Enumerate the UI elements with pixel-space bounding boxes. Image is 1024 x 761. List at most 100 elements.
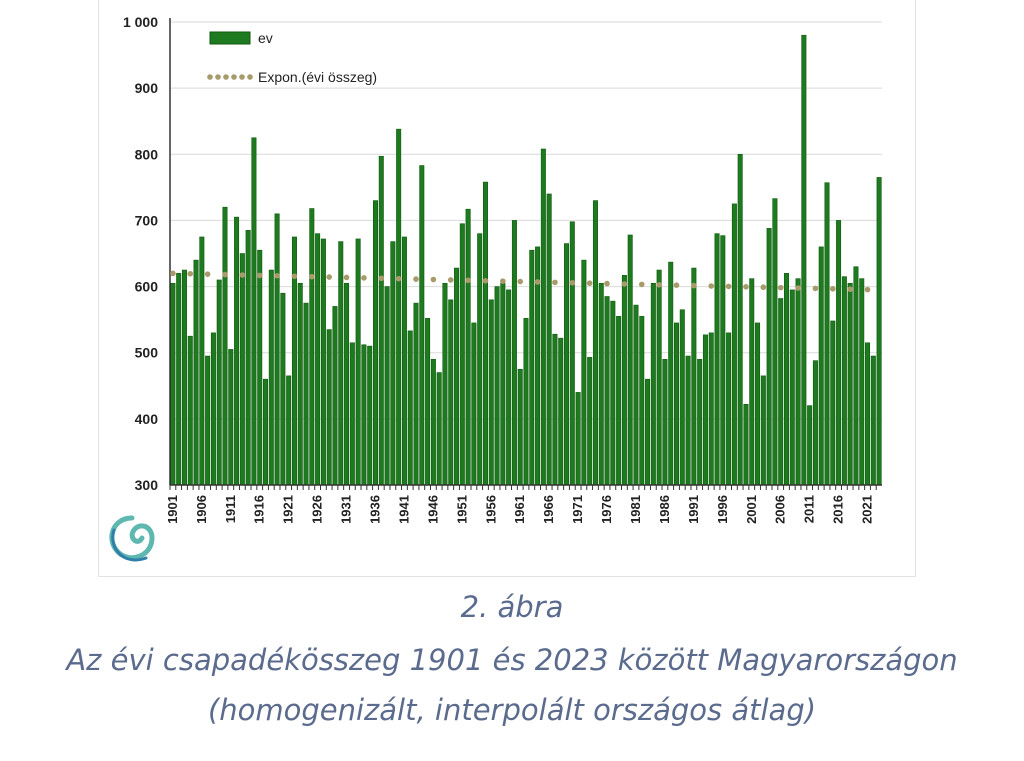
bar-2011 — [807, 405, 813, 486]
trend-dot — [673, 282, 680, 289]
x-tick-label: 1901 — [165, 495, 180, 524]
x-tick-label: 1916 — [252, 495, 267, 524]
x-tick-label: 2011 — [802, 495, 817, 523]
bar-1955 — [482, 181, 488, 486]
bar-1991 — [691, 267, 697, 486]
trend-dot — [413, 276, 419, 282]
bar-1968 — [558, 337, 564, 486]
trend-dot — [239, 272, 246, 278]
trend-dot — [500, 278, 506, 284]
bar-1923 — [297, 282, 303, 486]
bar-2000 — [743, 404, 749, 486]
trend-dot — [691, 282, 697, 289]
bar-1987 — [668, 261, 674, 486]
bar-1945 — [425, 318, 431, 486]
bar-2002 — [755, 322, 761, 486]
bar-1909 — [216, 279, 222, 486]
bar-2001 — [749, 278, 755, 486]
bar-1958 — [500, 282, 506, 486]
bar-1917 — [263, 378, 269, 486]
y-tick-label: 600 — [135, 279, 159, 295]
bar-1962 — [523, 318, 529, 486]
trend-dot — [847, 286, 853, 293]
x-tick-label: 1971 — [570, 495, 585, 524]
trend-dot — [378, 275, 385, 282]
x-tick-label: 1956 — [483, 495, 498, 524]
bar-1935 — [367, 345, 373, 486]
bar-1993 — [702, 334, 708, 486]
bar-1974 — [592, 200, 598, 486]
x-tick-label: 2006 — [773, 495, 788, 524]
bar-1928 — [326, 329, 332, 486]
bar-1940 — [396, 128, 402, 486]
figure-subcaption: (homogenizált, interpolált országos átla… — [207, 693, 817, 727]
trend-dot — [482, 277, 489, 284]
bar-1983 — [645, 378, 651, 486]
bar-2017 — [841, 276, 847, 486]
trend-dot — [170, 270, 176, 277]
y-tick-label: 300 — [135, 477, 159, 493]
bar-2003 — [760, 375, 766, 486]
trend-dot — [569, 279, 576, 286]
y-tick-label: 900 — [135, 80, 159, 96]
bar-1937 — [378, 155, 384, 486]
trend-dot — [621, 281, 628, 287]
bar-1908 — [210, 332, 216, 486]
bar-1978 — [616, 316, 622, 486]
trend-dot — [864, 286, 871, 293]
bar-1930 — [338, 241, 344, 486]
trend-dot — [395, 275, 402, 282]
bar-1946 — [430, 359, 436, 486]
bar-1936 — [372, 200, 378, 486]
bar-1952 — [465, 208, 471, 486]
trend-dot — [465, 277, 471, 284]
bar-2005 — [772, 198, 778, 486]
bar-1949 — [448, 299, 454, 486]
bar-1957 — [494, 286, 500, 486]
x-tick-label: 2016 — [831, 495, 846, 524]
trend-dot — [777, 284, 784, 291]
bar-1948 — [442, 282, 448, 486]
y-tick-label: 400 — [135, 411, 159, 427]
bar-1913 — [239, 253, 245, 486]
bar-1995 — [714, 233, 720, 486]
legend-label-trend: Expon.(évi összeg) — [258, 69, 377, 85]
bar-1921 — [286, 375, 292, 486]
legend-swatch-trend-dot — [231, 74, 237, 80]
bar-1944 — [419, 165, 425, 486]
bar-1943 — [413, 302, 419, 486]
trend-dot — [326, 274, 332, 280]
bar-1938 — [384, 286, 390, 486]
y-tick-label: 500 — [135, 345, 159, 361]
bar-1988 — [674, 322, 680, 486]
bar-1919 — [274, 213, 280, 486]
trend-dot — [708, 283, 715, 289]
bar-1963 — [529, 249, 535, 486]
bar-1979 — [621, 275, 627, 486]
bar-1901 — [170, 282, 176, 486]
bar-1990 — [685, 355, 691, 486]
bar-1986 — [662, 359, 668, 486]
bar-1907 — [205, 355, 211, 486]
bar-1976 — [604, 296, 610, 486]
bar-2009 — [795, 278, 801, 486]
y-tick-label: 700 — [135, 212, 159, 228]
bar-1902 — [176, 273, 182, 486]
bar-1977 — [610, 300, 616, 486]
bar-1999 — [737, 153, 743, 486]
bar-2015 — [830, 320, 836, 486]
bar-2014 — [824, 182, 830, 486]
bar-2008 — [789, 289, 795, 486]
bar-2018 — [847, 282, 853, 486]
chart-container — [98, 0, 916, 577]
legend-swatch-trend-dot — [223, 74, 229, 80]
trend-dot — [743, 284, 749, 290]
x-tick-label: 1926 — [310, 495, 325, 524]
bar-1981 — [633, 304, 639, 486]
precipitation-bar-chart: 300 400 500 600 700 800 900 1 000 1901 1906 1911 19… — [109, 14, 882, 562]
bar-1975 — [598, 282, 604, 486]
bar-1906 — [199, 236, 205, 486]
x-tick-label: 1961 — [512, 495, 527, 524]
bar-1918 — [268, 269, 274, 486]
bar-1929 — [332, 306, 338, 486]
